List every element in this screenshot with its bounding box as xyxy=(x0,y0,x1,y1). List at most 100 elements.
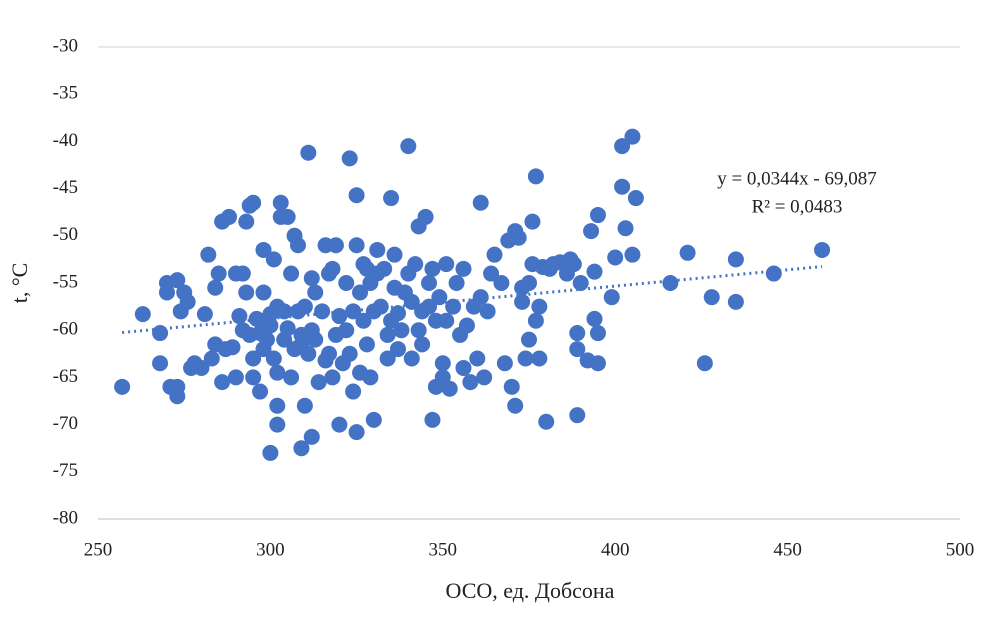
point xyxy=(214,374,231,391)
y-tick-label: -70 xyxy=(53,413,78,434)
point xyxy=(234,265,251,282)
point xyxy=(486,246,503,263)
point xyxy=(531,350,548,367)
point xyxy=(589,207,606,224)
point xyxy=(265,251,282,268)
point xyxy=(662,275,679,291)
point xyxy=(765,265,782,282)
point xyxy=(169,378,186,395)
x-axis-title: ОСО, ед. Добсона xyxy=(446,578,615,603)
point xyxy=(727,251,744,268)
point xyxy=(410,322,427,339)
point xyxy=(279,208,296,225)
point xyxy=(207,279,224,296)
point xyxy=(589,325,606,342)
point xyxy=(521,275,537,291)
point xyxy=(476,369,493,386)
point xyxy=(483,265,500,282)
point xyxy=(445,298,462,315)
point xyxy=(272,194,289,211)
y-tick-label: -65 xyxy=(53,366,78,387)
point xyxy=(624,128,641,145)
point xyxy=(614,138,631,155)
point xyxy=(586,310,603,327)
point xyxy=(617,220,634,237)
point xyxy=(134,306,151,323)
point xyxy=(352,284,369,301)
point xyxy=(517,350,534,367)
point xyxy=(603,289,620,306)
point xyxy=(338,322,355,339)
point xyxy=(231,308,248,325)
point xyxy=(421,275,438,291)
y-tick-label: -40 xyxy=(53,130,78,151)
y-tick-label: -75 xyxy=(53,460,78,481)
point xyxy=(521,331,537,348)
point xyxy=(458,317,475,334)
point xyxy=(327,237,344,254)
point xyxy=(255,241,272,258)
x-tick-label: 350 xyxy=(429,539,458,560)
point xyxy=(376,260,393,277)
point xyxy=(221,208,238,225)
point xyxy=(434,355,451,372)
y-tick-label: -55 xyxy=(53,271,78,292)
point xyxy=(348,424,365,441)
point xyxy=(365,411,382,428)
x-tick-label: 500 xyxy=(946,539,975,560)
point xyxy=(358,336,375,353)
point xyxy=(431,289,448,306)
point xyxy=(407,256,424,273)
point xyxy=(345,383,362,400)
point xyxy=(245,350,262,367)
point xyxy=(227,369,244,386)
point xyxy=(341,150,358,167)
point xyxy=(586,263,603,280)
point xyxy=(283,369,300,386)
x-tick-label: 450 xyxy=(773,539,802,560)
point xyxy=(269,416,286,433)
trend-equation: y = 0,0344x - 69,087 xyxy=(717,168,877,189)
point xyxy=(300,345,317,362)
point xyxy=(417,208,434,225)
point xyxy=(314,303,331,320)
point xyxy=(296,397,313,414)
point xyxy=(379,326,396,343)
y-tick-label: -50 xyxy=(53,224,78,245)
point xyxy=(310,374,327,391)
point xyxy=(321,345,338,362)
point xyxy=(300,144,317,161)
point xyxy=(252,383,269,400)
point xyxy=(438,256,455,273)
point xyxy=(572,275,589,291)
point xyxy=(469,350,486,367)
point xyxy=(400,138,417,155)
point xyxy=(324,260,341,277)
point xyxy=(345,303,362,320)
point xyxy=(179,293,196,310)
point xyxy=(238,284,255,301)
point xyxy=(624,246,641,263)
point xyxy=(679,244,696,261)
point xyxy=(696,355,713,372)
point xyxy=(403,350,420,367)
y-tick-label: -35 xyxy=(53,83,78,104)
point xyxy=(152,355,169,372)
point xyxy=(262,444,279,461)
point xyxy=(369,241,386,258)
point xyxy=(424,260,441,277)
point xyxy=(341,345,358,362)
point xyxy=(262,317,279,334)
point xyxy=(614,178,631,195)
point xyxy=(203,350,220,367)
point xyxy=(289,237,306,254)
point xyxy=(269,364,286,381)
point xyxy=(569,341,586,358)
point xyxy=(245,194,262,211)
point xyxy=(565,256,582,273)
point xyxy=(307,284,324,301)
point xyxy=(379,350,396,367)
point xyxy=(348,237,365,254)
point xyxy=(569,325,586,342)
